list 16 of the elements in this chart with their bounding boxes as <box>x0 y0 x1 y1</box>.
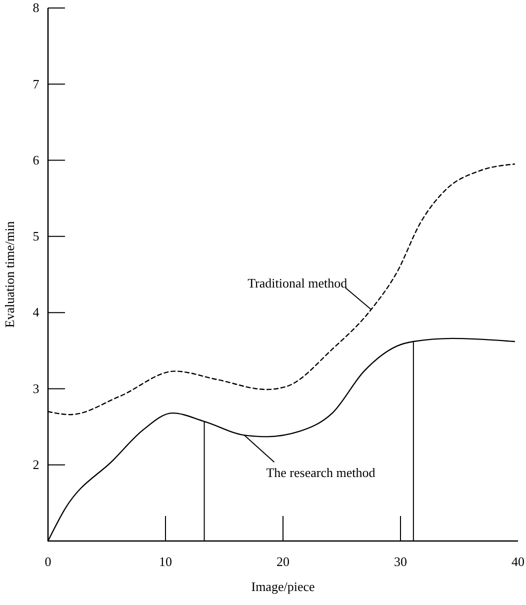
y-tick-label: 6 <box>32 152 40 168</box>
legend-label: The research method <box>266 465 376 480</box>
x-tick-label: 20 <box>276 554 290 570</box>
x-axis-title: Image/piece <box>251 579 315 594</box>
y-tick-label: 7 <box>32 76 40 92</box>
y-axis-title: Evaluation time/min <box>2 220 17 328</box>
x-tick-label: 0 <box>44 554 52 570</box>
x-tick-label: 30 <box>394 554 407 570</box>
y-tick-label: 5 <box>32 228 40 244</box>
y-tick-label: 3 <box>32 380 40 396</box>
y-tick-label: 2 <box>32 457 40 472</box>
x-tick-label: 10 <box>159 554 172 570</box>
y-tick-label: 4 <box>32 304 40 320</box>
y-tick-label: 8 <box>32 0 40 16</box>
text: Traditional method <box>248 276 348 291</box>
x-tick-label: 40 <box>512 554 524 570</box>
